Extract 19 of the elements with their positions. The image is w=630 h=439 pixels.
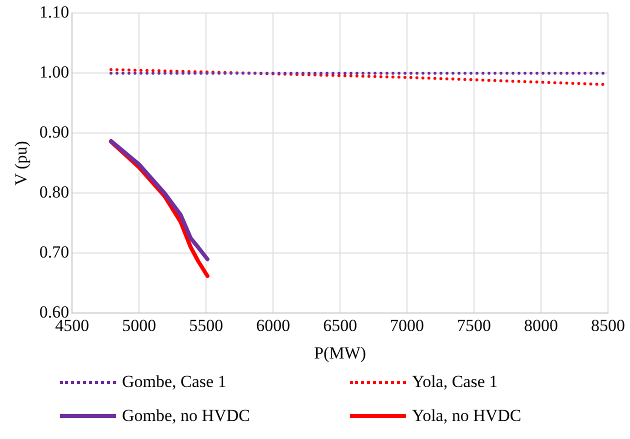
legend-label: Yola, Case 1 <box>412 372 498 392</box>
x-tick-label: 7000 <box>390 316 424 335</box>
x-tick-label: 7500 <box>457 316 492 335</box>
x-tick-label: 8500 <box>591 316 625 335</box>
x-tick-label: 6000 <box>256 316 290 335</box>
y-tick-label: 0.70 <box>39 242 70 262</box>
legend-label: Gombe, Case 1 <box>122 372 226 392</box>
legend-label: Yola, no HVDC <box>412 406 522 426</box>
legend-label: Gombe, no HVDC <box>122 406 250 426</box>
y-tick-label: 1.00 <box>39 62 70 82</box>
x-tick-label: 5500 <box>189 316 224 335</box>
x-axis-title: P(MW) <box>314 343 366 362</box>
x-tick-label: 8000 <box>524 316 558 335</box>
y-tick-label: 0.90 <box>39 122 70 142</box>
y-tick-label: 0.80 <box>39 182 70 202</box>
x-tick-label: 5000 <box>122 316 156 335</box>
x-tick-label: 6500 <box>323 316 358 335</box>
y-axis-title: V (pu) <box>12 140 31 186</box>
y-tick-label: 1.10 <box>39 2 70 22</box>
